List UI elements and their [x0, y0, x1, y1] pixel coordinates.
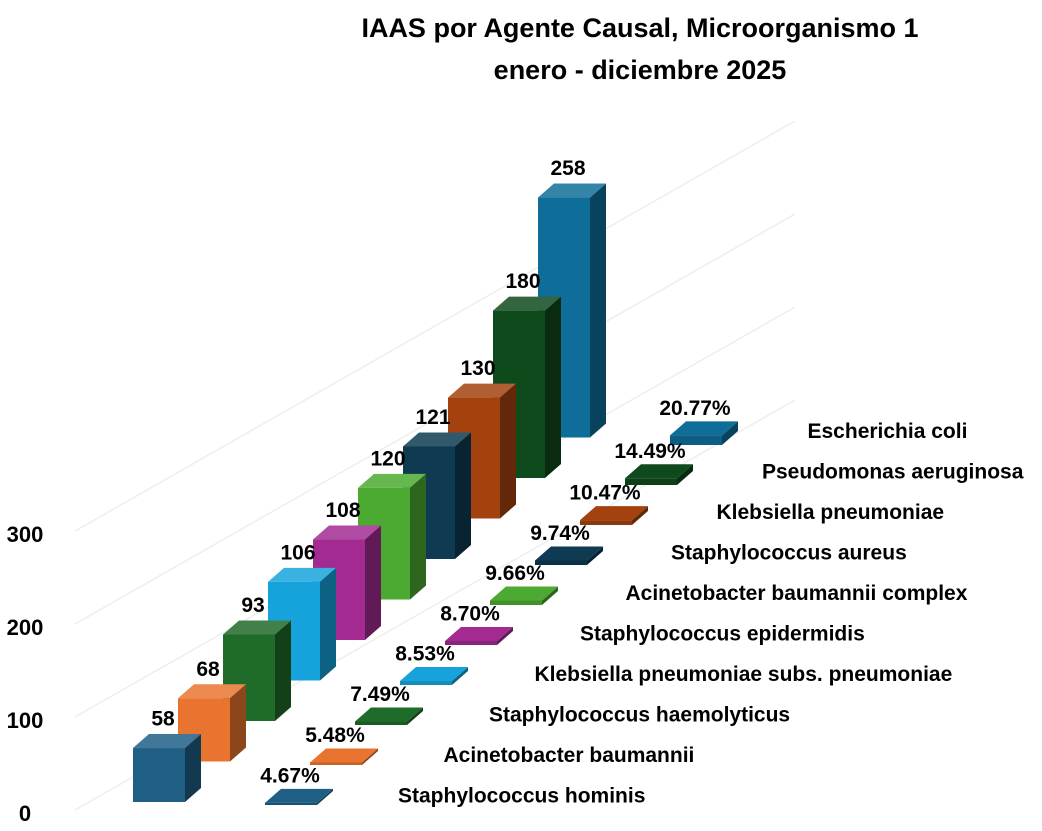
slab [265, 802, 317, 805]
slab-top [625, 464, 693, 479]
slab-side [362, 748, 378, 765]
slab-side [542, 586, 558, 605]
category-label: Klebsiella pneumoniae [717, 501, 945, 524]
data-label: 9.74% [530, 522, 590, 545]
grid-line [74, 120, 796, 532]
bar-side [500, 383, 516, 519]
data-label: 10.47% [569, 482, 641, 505]
data-label: 14.49% [614, 440, 686, 463]
bar-top [493, 296, 561, 311]
data-label: 8.70% [440, 603, 500, 626]
bar-top [448, 383, 516, 398]
bar-side [545, 296, 561, 478]
category-label: Acinetobacter baumannii complex [626, 582, 968, 605]
data-label: 180 [505, 270, 540, 293]
slab [670, 435, 722, 445]
data-label: 106 [280, 541, 315, 564]
slab-top [580, 506, 648, 521]
slab-top [670, 421, 738, 436]
y-tick-label: 100 [7, 708, 44, 733]
data-label: 121 [415, 406, 450, 429]
slab-top [400, 667, 468, 682]
bar [133, 748, 185, 802]
slab-side [677, 464, 693, 485]
slab [310, 762, 362, 765]
bar-top [403, 432, 471, 447]
data-label: 258 [550, 157, 585, 180]
y-tick-label: 300 [7, 522, 44, 547]
category-label: Klebsiella pneumoniae subs. pneumoniae [535, 663, 953, 686]
slab [445, 640, 497, 645]
data-label: 68 [196, 658, 220, 681]
bar-top [358, 473, 426, 488]
slab [355, 721, 407, 725]
data-label: 4.67% [260, 764, 320, 787]
slab [400, 681, 452, 685]
data-label: 7.49% [350, 683, 410, 706]
slab-side [407, 707, 423, 725]
slab-top [445, 626, 513, 641]
slab-top [355, 707, 423, 722]
data-label: 8.53% [395, 643, 455, 666]
data-label: 108 [325, 499, 360, 522]
bar-side [230, 684, 246, 762]
chart-title: IAAS por Agente Causal, Microorganismo 1 [361, 13, 918, 43]
y-tick-label: 200 [7, 615, 44, 640]
category-label: Acinetobacter baumannii [444, 744, 695, 767]
grid-line [74, 213, 796, 625]
bar-top [538, 183, 606, 198]
data-label: 9.66% [485, 562, 545, 585]
slab-side [452, 667, 468, 685]
bar-top [313, 525, 381, 540]
category-label: Staphylococcus aureus [671, 542, 907, 565]
data-label: 130 [460, 357, 495, 380]
bar-side [320, 567, 336, 681]
category-label: Escherichia coli [808, 420, 968, 443]
category-label: Pseudomonas aeruginosa [762, 461, 1024, 484]
bar-top [178, 684, 246, 699]
slab-side [722, 421, 738, 445]
category-label: Staphylococcus hominis [398, 785, 645, 808]
slab [490, 600, 542, 605]
data-label: 20.77% [659, 397, 731, 420]
slab-top [310, 748, 378, 763]
slab-top [265, 788, 333, 803]
category-label: Staphylococcus epidermidis [580, 623, 865, 646]
bar-side [365, 525, 381, 640]
slab-top [535, 546, 603, 561]
slab-side [317, 788, 333, 805]
chart-subtitle: enero - diciembre 2025 [494, 55, 787, 85]
category-label: Staphylococcus haemolyticus [489, 704, 790, 727]
data-label: 120 [370, 447, 405, 470]
data-label: 5.48% [305, 724, 365, 747]
data-label: 93 [241, 594, 264, 617]
bar-side [275, 620, 291, 721]
bar-side [590, 183, 606, 438]
bar-top [133, 734, 201, 749]
bar-side [410, 473, 426, 600]
data-label: 58 [151, 708, 175, 731]
slab-top [490, 586, 558, 601]
slab-side [587, 546, 603, 565]
slab [535, 560, 587, 565]
y-tick-label: 0 [19, 801, 31, 826]
bar-top [268, 567, 336, 582]
bar-side [455, 432, 471, 559]
slab [580, 520, 632, 525]
slab-side [632, 506, 648, 525]
slab [625, 478, 677, 485]
bar-side [185, 734, 201, 802]
slab-side [497, 626, 513, 645]
bar-top [223, 620, 291, 635]
